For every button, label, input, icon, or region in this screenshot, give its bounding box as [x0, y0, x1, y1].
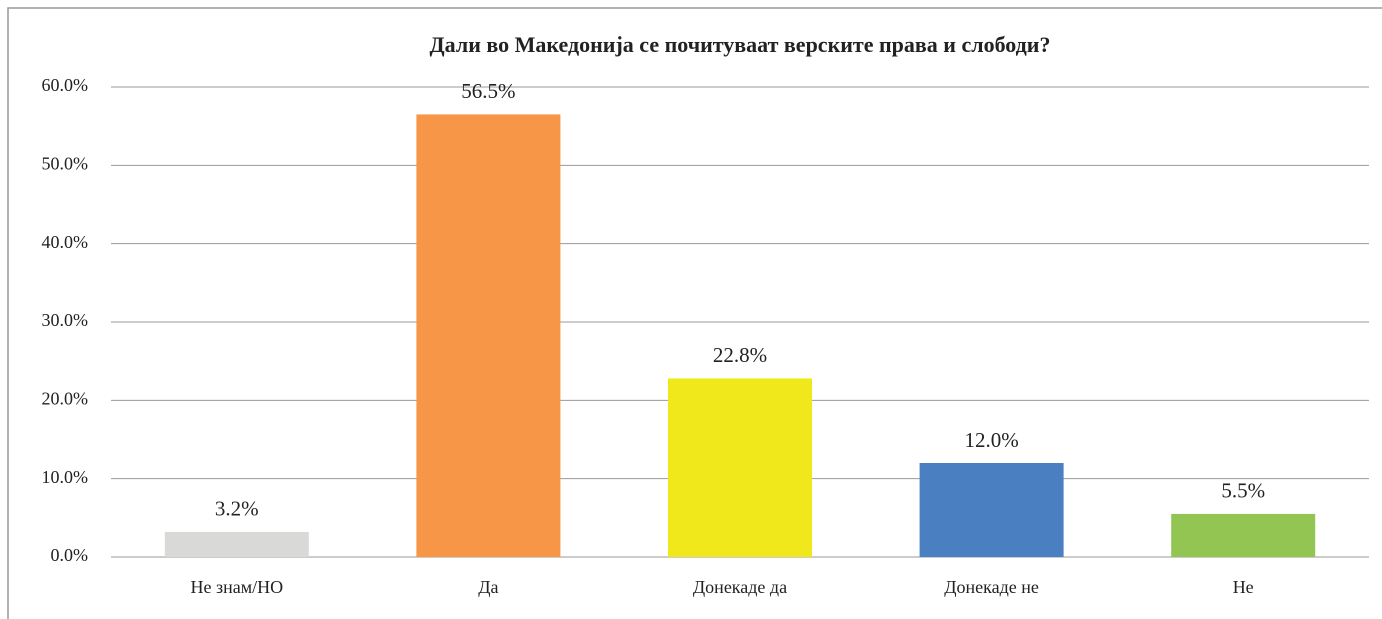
- y-tick-label: 30.0%: [42, 310, 89, 330]
- chart-title: Дали во Македонија се почитуваат верскит…: [430, 32, 1051, 57]
- y-tick-label: 20.0%: [42, 388, 89, 408]
- y-tick-label: 10.0%: [42, 467, 89, 487]
- bar: [164, 531, 309, 557]
- bar: [919, 463, 1064, 557]
- data-label: 12.0%: [964, 428, 1018, 452]
- chart-border: [7, 7, 1382, 619]
- data-label: 3.2%: [215, 497, 259, 521]
- data-label: 22.8%: [713, 343, 767, 367]
- y-tick-label: 60.0%: [42, 75, 89, 95]
- y-tick-label: 40.0%: [42, 232, 89, 252]
- x-tick-label: Да: [478, 577, 498, 597]
- data-label: 56.5%: [461, 79, 515, 103]
- y-tick-label: 0.0%: [51, 545, 89, 565]
- x-tick-label: Донекаде да: [693, 577, 787, 597]
- bar: [416, 114, 561, 558]
- x-tick-label: Донекаде не: [944, 577, 1039, 597]
- bar: [668, 378, 812, 557]
- y-tick-label: 50.0%: [42, 153, 89, 173]
- x-tick-label: Не: [1233, 577, 1254, 597]
- data-label: 5.5%: [1221, 479, 1265, 503]
- x-tick-label: Не знам/НО: [190, 577, 283, 597]
- bar: [1171, 513, 1316, 557]
